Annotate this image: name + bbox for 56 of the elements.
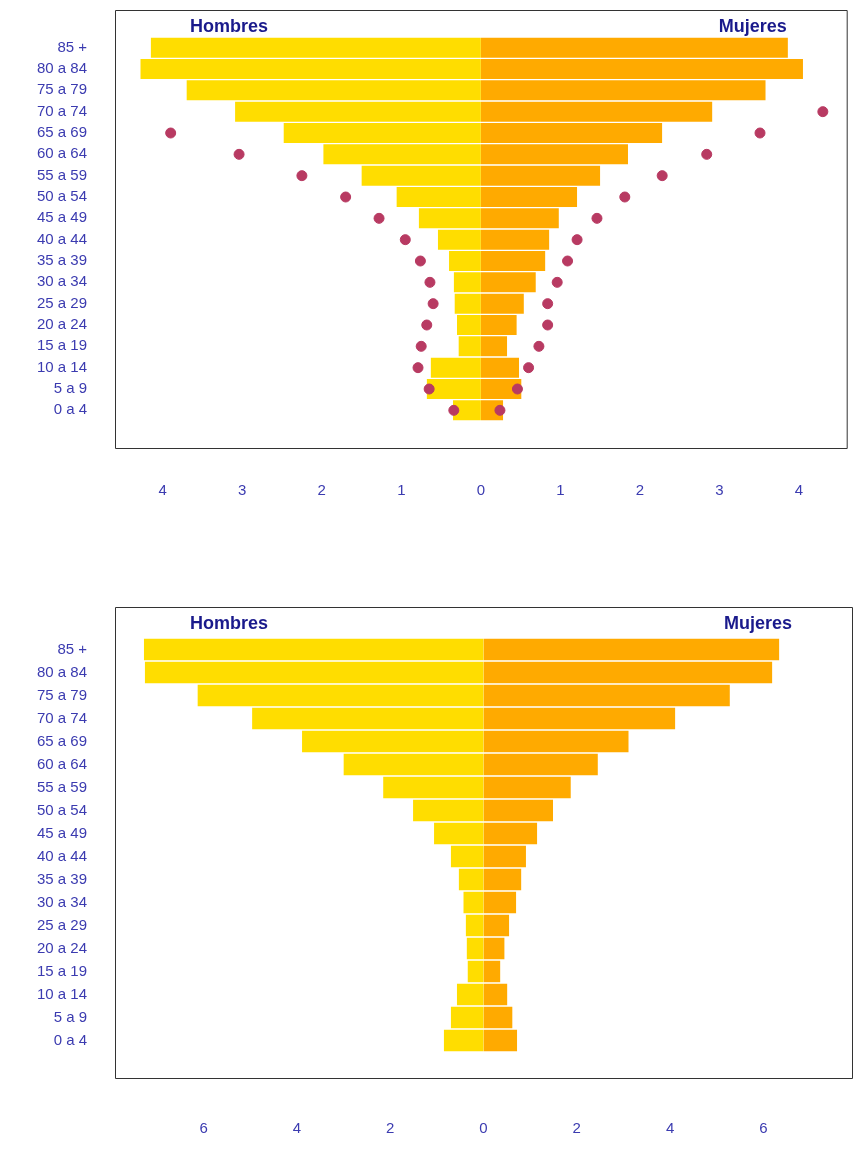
y-tick-label: 45 a 49: [36, 823, 87, 841]
y-tick-label: 60 a 64: [36, 144, 87, 162]
y-tick-label: 20 a 24: [36, 315, 87, 333]
x-tick-label: 3: [715, 481, 724, 499]
x-tick-label: 2: [635, 481, 645, 499]
y-tick-label: 5 a 9: [53, 1007, 87, 1025]
y-tick-label: 65 a 69: [36, 123, 87, 141]
y-tick-label: 70 a 74: [36, 101, 87, 119]
y-tick-label: 35 a 39: [36, 869, 87, 887]
series-label: Mujeres: [723, 612, 792, 633]
y-tick-label: 45 a 49: [36, 208, 87, 226]
y-tick-label: 10 a 14: [36, 984, 87, 1002]
y-tick-label: 60 a 64: [36, 754, 87, 772]
y-tick-label: 35 a 39: [36, 251, 87, 269]
x-tick-label: 4: [158, 481, 167, 499]
y-tick-label: 30 a 34: [36, 272, 87, 290]
x-tick-label: 4: [665, 1119, 675, 1137]
y-tick-label: 15 a 19: [36, 336, 87, 354]
x-tick-label: 4: [794, 481, 804, 499]
y-tick-label: 0 a 4: [53, 1030, 87, 1048]
y-tick-label: 30 a 34: [36, 892, 87, 910]
y-tick-label: 50 a 54: [36, 800, 87, 818]
y-tick-label: 0 a 4: [53, 400, 87, 418]
y-tick-label: 85 +: [57, 639, 88, 657]
x-tick-label: 2: [317, 481, 326, 499]
y-tick-label: 15 a 19: [36, 961, 87, 979]
series-label: Hombres: [190, 612, 269, 633]
y-tick-label: 70 a 74: [36, 708, 87, 726]
y-tick-label: 5 a 9: [53, 379, 87, 397]
y-tick-label: 50 a 54: [36, 187, 87, 205]
x-tick-label: 1: [397, 481, 406, 499]
y-tick-label: 40 a 44: [36, 846, 87, 864]
y-tick-label: 80 a 84: [36, 662, 87, 680]
x-tick-label: 6: [199, 1119, 208, 1137]
series-label: Mujeres: [718, 15, 787, 36]
y-tick-label: 55 a 59: [36, 777, 87, 795]
y-tick-label: 75 a 79: [36, 685, 87, 703]
y-tick-label: 85 +: [57, 37, 88, 55]
y-tick-label: 75 a 79: [36, 80, 87, 98]
x-tick-label: 3: [238, 481, 247, 499]
y-tick-label: 40 a 44: [36, 229, 87, 247]
y-tick-label: 55 a 59: [36, 165, 87, 183]
x-tick-label: 0: [479, 1119, 488, 1137]
y-tick-label: 65 a 69: [36, 731, 87, 749]
y-tick-label: 10 a 14: [36, 357, 87, 375]
x-tick-label: 1: [556, 481, 565, 499]
x-tick-label: 6: [759, 1119, 768, 1137]
x-tick-label: 2: [386, 1119, 395, 1137]
x-tick-label: 0: [476, 481, 486, 499]
y-tick-label: 80 a 84: [36, 59, 87, 77]
x-tick-label: 2: [572, 1119, 581, 1137]
y-tick-label: 20 a 24: [36, 938, 87, 956]
y-tick-label: 25 a 29: [36, 293, 87, 311]
series-label: Hombres: [190, 15, 269, 36]
x-tick-label: 4: [292, 1119, 302, 1137]
y-tick-label: 25 a 29: [36, 915, 87, 933]
